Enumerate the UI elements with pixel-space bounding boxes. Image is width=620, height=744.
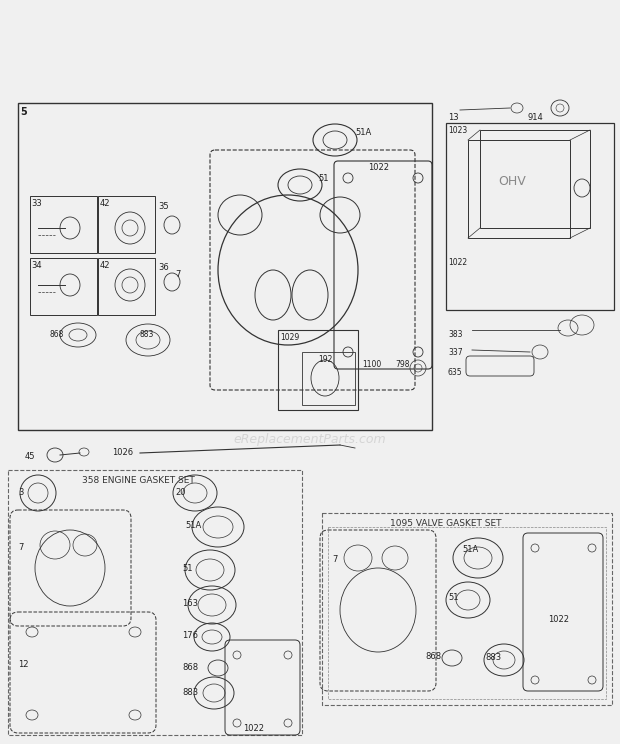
Text: 1022: 1022 bbox=[548, 615, 569, 624]
Text: 868: 868 bbox=[50, 330, 64, 339]
Text: 45: 45 bbox=[25, 452, 35, 461]
Bar bbox=[30, 258, 97, 315]
Text: 33: 33 bbox=[31, 199, 42, 208]
Text: 163: 163 bbox=[182, 599, 198, 608]
Text: 798: 798 bbox=[395, 360, 409, 369]
Bar bbox=[322, 513, 612, 705]
Text: 3: 3 bbox=[18, 488, 24, 497]
Text: 1022: 1022 bbox=[368, 163, 389, 172]
Text: 1022: 1022 bbox=[243, 724, 264, 733]
Bar bbox=[468, 140, 570, 238]
Text: 1029: 1029 bbox=[280, 333, 299, 342]
Text: 51A: 51A bbox=[462, 545, 478, 554]
Text: 1026: 1026 bbox=[112, 448, 133, 457]
Text: 12: 12 bbox=[18, 660, 29, 669]
Text: 883: 883 bbox=[140, 330, 154, 339]
Text: 13: 13 bbox=[448, 113, 459, 122]
Bar bbox=[8, 470, 302, 735]
Text: 5: 5 bbox=[20, 107, 27, 117]
Text: eReplacementParts.com: eReplacementParts.com bbox=[234, 434, 386, 446]
Text: 42: 42 bbox=[100, 261, 110, 270]
Bar bbox=[30, 196, 97, 253]
Bar bbox=[328, 527, 606, 699]
Text: OHV: OHV bbox=[498, 175, 526, 188]
Text: 1023: 1023 bbox=[448, 126, 467, 135]
Text: 51: 51 bbox=[448, 593, 459, 602]
Text: 337: 337 bbox=[448, 348, 463, 357]
Text: 383: 383 bbox=[448, 330, 463, 339]
Bar bbox=[98, 258, 155, 315]
Text: 20: 20 bbox=[175, 488, 185, 497]
Text: 42: 42 bbox=[100, 199, 110, 208]
Text: 358 ENGINE GASKET SET: 358 ENGINE GASKET SET bbox=[82, 476, 195, 485]
Text: 883: 883 bbox=[485, 653, 501, 662]
Text: 7: 7 bbox=[332, 555, 337, 564]
Bar bbox=[302, 352, 355, 405]
Text: 1022: 1022 bbox=[448, 258, 467, 267]
Text: 7: 7 bbox=[175, 270, 180, 279]
Text: 635: 635 bbox=[448, 368, 463, 377]
Text: 176: 176 bbox=[182, 631, 198, 640]
Text: 7: 7 bbox=[18, 543, 24, 552]
Text: 868: 868 bbox=[182, 663, 198, 672]
Text: 35: 35 bbox=[158, 202, 169, 211]
Bar bbox=[446, 123, 614, 310]
Text: 51: 51 bbox=[182, 564, 192, 573]
Text: 51A: 51A bbox=[355, 128, 371, 137]
Text: 883: 883 bbox=[182, 688, 198, 697]
Bar bbox=[98, 196, 155, 253]
Text: 192: 192 bbox=[318, 355, 332, 364]
Text: 51: 51 bbox=[318, 174, 329, 183]
Bar bbox=[18, 103, 432, 430]
Text: 36: 36 bbox=[158, 263, 169, 272]
Text: 51A: 51A bbox=[185, 521, 202, 530]
Text: 1100: 1100 bbox=[362, 360, 381, 369]
Bar bbox=[278, 330, 358, 410]
Text: 868: 868 bbox=[425, 652, 441, 661]
Text: 34: 34 bbox=[31, 261, 42, 270]
Bar bbox=[480, 130, 590, 228]
Text: 914: 914 bbox=[527, 113, 542, 122]
Text: 1095 VALVE GASKET SET: 1095 VALVE GASKET SET bbox=[390, 519, 502, 528]
